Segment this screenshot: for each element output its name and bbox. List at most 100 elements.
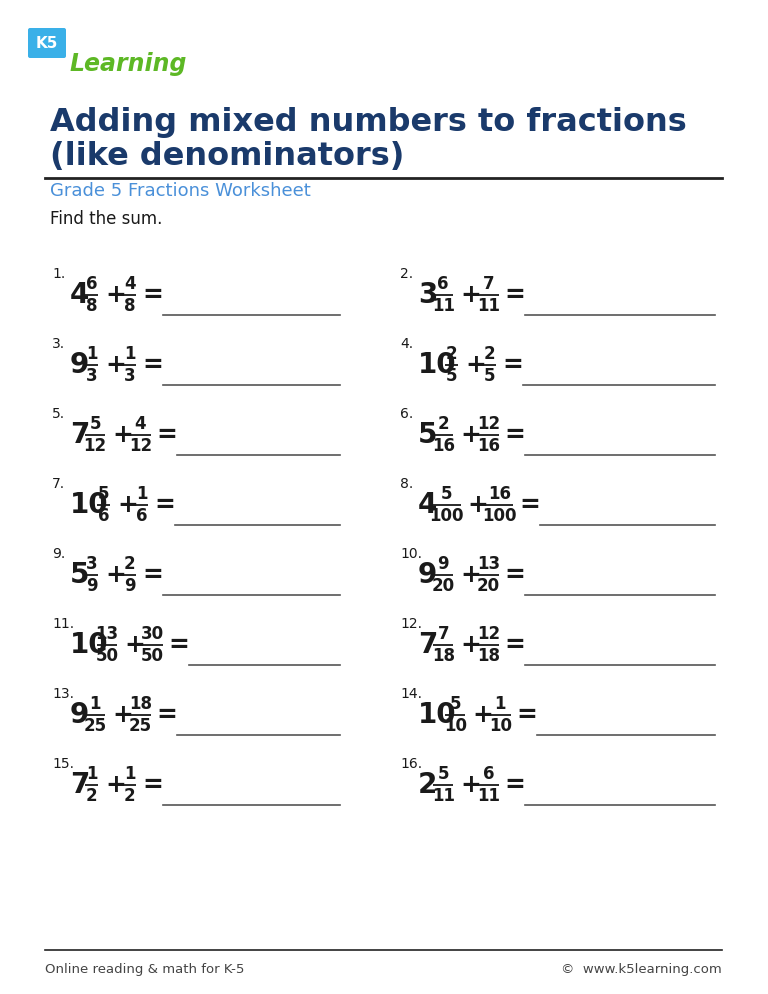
Text: 10: 10 xyxy=(70,631,108,659)
Text: 50: 50 xyxy=(96,647,119,665)
Text: 7: 7 xyxy=(70,421,89,449)
Text: 1.: 1. xyxy=(52,267,65,281)
Text: =: = xyxy=(505,283,525,307)
Text: 6: 6 xyxy=(86,275,98,293)
Text: 10: 10 xyxy=(489,717,512,735)
Text: 11: 11 xyxy=(477,297,500,315)
Text: 20: 20 xyxy=(477,577,500,595)
Text: 5.: 5. xyxy=(52,407,65,421)
Text: 4.: 4. xyxy=(400,337,413,351)
Text: 100: 100 xyxy=(429,507,464,525)
Text: 9: 9 xyxy=(438,555,449,573)
Text: 8: 8 xyxy=(86,297,98,315)
Text: =: = xyxy=(505,633,525,657)
Text: 15.: 15. xyxy=(52,757,74,771)
Text: 1: 1 xyxy=(136,485,147,503)
Text: 11.: 11. xyxy=(52,617,74,631)
Text: 10.: 10. xyxy=(400,547,422,561)
Text: +: + xyxy=(124,633,145,657)
Text: Grade 5 Fractions Worksheet: Grade 5 Fractions Worksheet xyxy=(50,182,311,200)
Text: 18: 18 xyxy=(477,647,500,665)
Text: Adding mixed numbers to fractions: Adding mixed numbers to fractions xyxy=(50,107,687,138)
Text: 6: 6 xyxy=(136,507,147,525)
Text: 9: 9 xyxy=(124,577,135,595)
Text: 9.: 9. xyxy=(52,547,65,561)
Text: 25: 25 xyxy=(129,717,152,735)
Text: 20: 20 xyxy=(432,577,455,595)
Text: 1: 1 xyxy=(86,765,98,783)
Text: 11: 11 xyxy=(432,787,455,805)
Text: 100: 100 xyxy=(482,507,516,525)
Text: 5: 5 xyxy=(484,367,495,385)
Text: 5: 5 xyxy=(449,695,461,713)
Text: =: = xyxy=(505,423,525,447)
Text: 6: 6 xyxy=(98,507,109,525)
Text: 8.: 8. xyxy=(400,477,413,491)
Text: 8: 8 xyxy=(124,297,135,315)
Text: 3: 3 xyxy=(86,367,98,385)
Text: ©  www.k5learning.com: © www.k5learning.com xyxy=(561,963,722,976)
Text: 6.: 6. xyxy=(400,407,413,421)
Text: =: = xyxy=(142,563,163,587)
Text: 2: 2 xyxy=(124,555,135,573)
Text: =: = xyxy=(157,703,177,727)
Text: 1: 1 xyxy=(124,765,135,783)
Text: 12: 12 xyxy=(129,437,152,455)
Text: 5: 5 xyxy=(98,485,109,503)
Text: =: = xyxy=(505,563,525,587)
Text: 7: 7 xyxy=(482,275,495,293)
Text: =: = xyxy=(157,423,177,447)
Text: 4: 4 xyxy=(124,275,135,293)
Text: 5: 5 xyxy=(441,485,452,503)
Text: 18: 18 xyxy=(129,695,152,713)
Text: Online reading & math for K-5: Online reading & math for K-5 xyxy=(45,963,244,976)
Text: 10: 10 xyxy=(70,491,108,519)
Text: 2: 2 xyxy=(484,345,495,363)
Text: =: = xyxy=(142,773,163,797)
Text: =: = xyxy=(142,283,163,307)
Text: Find the sum.: Find the sum. xyxy=(50,210,162,228)
Text: (like denominators): (like denominators) xyxy=(50,141,405,172)
Text: 9: 9 xyxy=(70,351,89,379)
Text: +: + xyxy=(118,493,138,517)
Text: 10: 10 xyxy=(418,701,457,729)
Text: 3: 3 xyxy=(86,555,98,573)
Text: +: + xyxy=(112,703,134,727)
Text: 9: 9 xyxy=(86,577,98,595)
Text: 7: 7 xyxy=(418,631,437,659)
Text: +: + xyxy=(460,633,482,657)
Text: +: + xyxy=(105,353,126,377)
Text: 12: 12 xyxy=(477,415,500,433)
Text: 4: 4 xyxy=(134,415,146,433)
Text: 1: 1 xyxy=(89,695,101,713)
Text: =: = xyxy=(142,353,163,377)
Text: +: + xyxy=(460,563,482,587)
Text: 13: 13 xyxy=(477,555,500,573)
Text: 16.: 16. xyxy=(400,757,422,771)
Text: 30: 30 xyxy=(141,625,164,643)
Text: =: = xyxy=(505,773,525,797)
Text: 12: 12 xyxy=(477,625,500,643)
Text: 5: 5 xyxy=(89,415,101,433)
Text: 1: 1 xyxy=(124,345,135,363)
Text: =: = xyxy=(519,493,540,517)
Text: 9: 9 xyxy=(418,561,437,589)
Text: 50: 50 xyxy=(141,647,164,665)
Text: 11: 11 xyxy=(432,297,455,315)
Text: 25: 25 xyxy=(84,717,107,735)
Text: +: + xyxy=(105,773,126,797)
Text: 7.: 7. xyxy=(52,477,65,491)
Text: 16: 16 xyxy=(488,485,511,503)
Text: 18: 18 xyxy=(432,647,455,665)
Text: 12: 12 xyxy=(84,437,107,455)
Text: +: + xyxy=(460,283,482,307)
Text: 16: 16 xyxy=(432,437,455,455)
Text: 13: 13 xyxy=(96,625,119,643)
Text: 4: 4 xyxy=(418,491,437,519)
Text: +: + xyxy=(105,563,126,587)
Text: 11: 11 xyxy=(477,787,500,805)
Text: 7: 7 xyxy=(438,625,449,643)
Text: 2.: 2. xyxy=(400,267,413,281)
Text: 3: 3 xyxy=(124,367,135,385)
Text: 1: 1 xyxy=(495,695,506,713)
